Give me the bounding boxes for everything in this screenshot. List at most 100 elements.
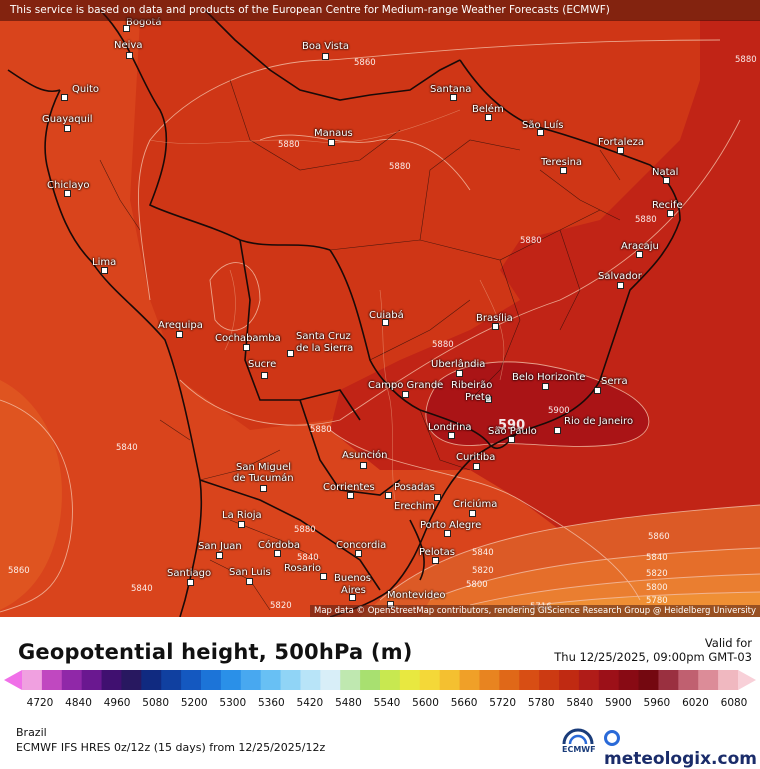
field-5920-core [425, 361, 649, 447]
city-label: La Rioja [222, 510, 262, 521]
colorbar [4, 670, 756, 690]
colorbar-cell [360, 670, 381, 690]
city-label: Santana [430, 84, 472, 95]
city-label: Natal [652, 167, 679, 178]
city-label: Santa Cruz [296, 331, 351, 342]
colorbar-cell [81, 670, 103, 690]
colorbar-cell [320, 670, 341, 690]
city-label: Erechim [394, 501, 435, 512]
colorbar-tick-label: 6080 [720, 697, 748, 709]
colorbar-cell [519, 670, 540, 690]
colorbar-cell [698, 670, 719, 690]
city-label: Fortaleza [598, 137, 644, 148]
meteologix-logo-text: meteologix.com [604, 749, 757, 769]
forecast-map[interactable]: 5880 5880 5860 5880 5880 5880 5880 5900 5880 5840… [0, 0, 760, 617]
city-label: Manaus [314, 128, 353, 139]
city-marker [349, 594, 356, 601]
city-marker [101, 267, 108, 274]
city-label: Boa Vista [302, 41, 349, 52]
colorbar-tick-label: 5540 [373, 697, 401, 709]
contour-label: 5880 [294, 525, 316, 535]
city-marker [360, 462, 367, 469]
contour-label: 5840 [116, 443, 138, 453]
contour-label: 5800 [646, 583, 668, 593]
city-label: Salvador [598, 271, 642, 282]
colorbar-tick-label: 5780 [527, 697, 555, 709]
field-5840-west [0, 380, 62, 610]
city-label: Córdoba [258, 540, 300, 551]
city-marker [246, 578, 253, 585]
city-marker [432, 557, 439, 564]
city-marker [508, 436, 515, 443]
colorbar-cell [340, 670, 361, 690]
colorbar-tick-label: 5960 [643, 697, 671, 709]
colorbar-cell [380, 670, 401, 690]
colorbar-cell [658, 670, 679, 690]
contour-label: 5840 [472, 548, 494, 558]
contour-label: 5880 [520, 236, 542, 246]
valid-date: Thu 12/25/2025, 09:00pm GMT-03 [554, 650, 752, 664]
city-marker [61, 94, 68, 101]
colorbar-cell [439, 670, 461, 690]
city-label: San Luis [229, 567, 271, 578]
city-label: de la Sierra [296, 343, 354, 354]
contour-label: 5880 [735, 55, 757, 65]
contour-label: 5860 [354, 58, 376, 68]
colorbar-cell [499, 670, 520, 690]
city-marker [492, 323, 499, 330]
valid-for-label: Valid for [704, 636, 752, 650]
state-borders [99, 79, 621, 611]
colorbar-cell [22, 670, 43, 690]
map-canvas [0, 9, 760, 617]
city-marker [402, 391, 409, 398]
colorbar-tick-label: 5840 [566, 697, 594, 709]
contour-lines [0, 39, 760, 613]
city-marker [537, 129, 544, 136]
city-marker [126, 52, 133, 59]
city-label: Posadas [394, 482, 435, 493]
city-label: Uberlândia [431, 359, 486, 370]
city-marker [448, 432, 455, 439]
city-marker [485, 114, 492, 121]
colorbar-cell [399, 670, 421, 690]
colorbar-tick-label: 5720 [489, 697, 517, 709]
contour-label: 590 [498, 418, 526, 433]
city-label: Concordia [336, 540, 387, 551]
city-marker [123, 25, 130, 32]
city-label: Brasília [476, 313, 513, 324]
colorbar-cells [22, 670, 739, 690]
colorbar-cell [419, 670, 441, 690]
contour-label: 5800 [466, 580, 488, 590]
colorbar-tick-label: 5600 [412, 697, 439, 709]
city-marker [560, 167, 567, 174]
colorbar-cell [61, 670, 83, 690]
city-marker [469, 510, 476, 517]
city-label: Preto [465, 392, 491, 403]
colorbar-tick-label: 5080 [142, 697, 170, 709]
ecmwf-logo-icon[interactable] [560, 728, 596, 758]
colorbar-right-arrow [738, 670, 756, 690]
city-label: Montevideo [387, 590, 446, 601]
city-marker [64, 125, 71, 132]
contour-label: 5880 [432, 340, 454, 350]
colorbar-cell [598, 670, 620, 690]
colorbar-cell [539, 670, 560, 690]
city-label: Londrina [428, 422, 472, 433]
colorbar-cell [678, 670, 699, 690]
colorbar-tick-label: 5660 [450, 697, 478, 709]
city-label: Lima [92, 257, 117, 268]
city-label: Rio de Janeiro [564, 416, 634, 427]
city-label: Teresina [541, 157, 583, 168]
colorbar-tick-label: 5900 [604, 697, 632, 709]
meteologix-logo[interactable]: meteologix.com [604, 729, 760, 769]
contour-label: 5820 [270, 601, 292, 611]
city-marker [636, 251, 643, 258]
colorbar-cell [181, 670, 202, 690]
colorbar-cell [578, 670, 600, 690]
city-marker [64, 190, 71, 197]
city-label: Belo Horizonte [512, 372, 586, 383]
city-marker [243, 344, 250, 351]
colorbar-tick-label: 4840 [65, 697, 92, 709]
city-marker [320, 573, 327, 580]
city-marker [385, 492, 392, 499]
